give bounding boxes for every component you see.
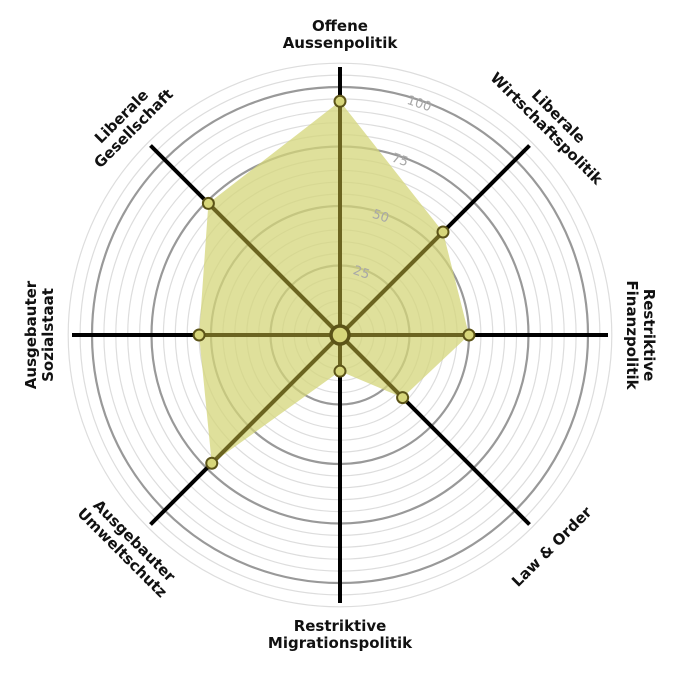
axis-label: Restriktive — [294, 617, 387, 635]
value-spoke — [345, 230, 445, 330]
value-spoke — [210, 340, 335, 465]
data-point — [205, 456, 219, 470]
data-point — [192, 328, 206, 342]
axis-label: Restriktive — [640, 289, 658, 382]
value-spoke — [345, 340, 405, 400]
axis-label: Migrationspolitik — [268, 634, 413, 652]
tick-label: 25 — [351, 263, 372, 283]
axis-label: Finanzpolitik — [623, 280, 641, 390]
data-point — [396, 391, 410, 405]
grid-ring-minor — [67, 62, 613, 608]
axis-label: Offene — [312, 17, 368, 35]
tick-layer: 25 50 75 100 — [351, 93, 433, 283]
axis-label: Sozialstaat — [39, 288, 57, 382]
data-point — [436, 225, 450, 239]
data-point — [333, 364, 347, 378]
inner-spoke-layer — [199, 101, 469, 465]
axis-label: Ausgebauter — [22, 280, 40, 389]
value-spoke — [206, 201, 335, 330]
data-area — [199, 101, 469, 464]
axis-label-group: Ausgebauter Sozialstaat — [22, 280, 57, 389]
area-layer — [199, 101, 469, 464]
data-point — [201, 196, 215, 210]
data-point — [462, 328, 476, 342]
tick-label: 100 — [405, 93, 433, 115]
marker-layer — [192, 94, 476, 470]
tick-label: 75 — [390, 151, 411, 171]
center-marker — [329, 324, 351, 346]
data-point — [333, 94, 347, 108]
axis-label: Aussenpolitik — [283, 34, 399, 52]
tick-label: 50 — [370, 207, 391, 227]
